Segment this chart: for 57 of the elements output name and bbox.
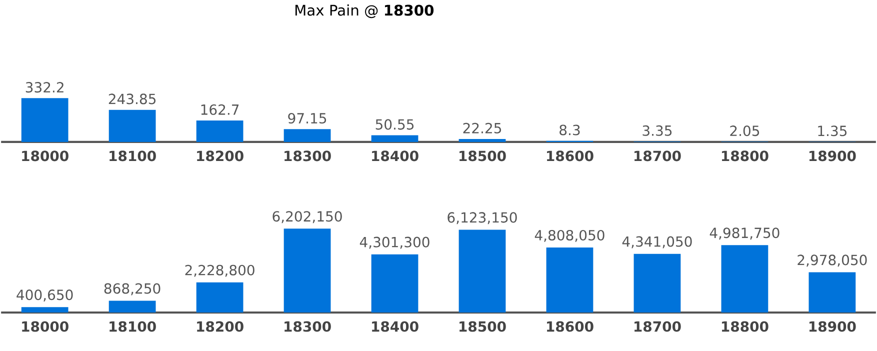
bar	[371, 254, 418, 312]
x-tick-label: 18800	[722, 321, 768, 332]
x-tick-label: 18700	[634, 150, 681, 161]
data-label: 1.35	[818, 125, 847, 136]
bar	[808, 272, 856, 312]
data-label: 4,981,750	[710, 227, 780, 240]
x-tick-label: 18700	[634, 321, 681, 332]
data-label: 8.3	[560, 124, 580, 136]
x-tick-label: 18600	[547, 150, 594, 161]
x-tick-label: 18000	[22, 321, 68, 332]
data-label: 50.55	[376, 118, 414, 130]
bar	[284, 228, 331, 312]
bar	[108, 300, 156, 312]
data-label: 868,250	[104, 282, 160, 295]
data-label: 4,808,050	[534, 230, 604, 242]
data-label: 2,228,800	[185, 264, 254, 277]
x-tick-label: 18300	[284, 321, 331, 332]
x-tick-label: 18000	[22, 150, 68, 161]
bar	[108, 110, 156, 142]
bar	[634, 254, 681, 312]
data-label: 400,650	[16, 289, 73, 302]
bar	[284, 128, 331, 142]
data-label: 2,978,050	[798, 254, 867, 266]
x-tick-label: 18300	[284, 150, 331, 161]
x-tick-label: 18400	[372, 150, 418, 161]
x-tick-label: 18500	[460, 321, 506, 332]
x-tick-label: 18900	[809, 321, 856, 332]
data-label: 6,123,150	[448, 212, 517, 224]
data-label: 243.85	[108, 93, 156, 104]
data-label: 6,202,150	[272, 210, 342, 223]
data-label: 22.25	[463, 122, 501, 134]
data-label: 332.2	[26, 82, 64, 92]
bar	[721, 244, 768, 312]
data-label: 97.15	[288, 112, 326, 124]
x-tick-label: 18200	[197, 150, 244, 161]
bar	[196, 120, 244, 142]
data-label: 162.7	[201, 104, 239, 115]
bar	[458, 230, 506, 312]
bar	[21, 98, 68, 142]
x-tick-label: 18800	[722, 150, 768, 161]
bar	[21, 306, 68, 312]
x-tick-label: 18200	[197, 321, 244, 332]
bar	[196, 282, 244, 312]
x-tick-label: 18900	[809, 150, 856, 161]
x-tick-label: 18100	[110, 321, 156, 332]
bar	[458, 138, 506, 142]
x-tick-label: 18400	[372, 321, 418, 332]
data-label: 4,301,300	[360, 236, 430, 249]
x-tick-label: 18100	[110, 150, 156, 161]
data-label: 4,341,050	[622, 236, 692, 248]
data-label: 3.35	[642, 125, 672, 136]
x-tick-label: 18600	[547, 321, 594, 332]
x-tick-label: 18500	[460, 150, 506, 161]
data-label: 2.05	[730, 125, 760, 136]
bar	[371, 135, 418, 142]
chart-title: Max Pain @ 18300	[295, 4, 434, 18]
bar	[546, 247, 594, 312]
